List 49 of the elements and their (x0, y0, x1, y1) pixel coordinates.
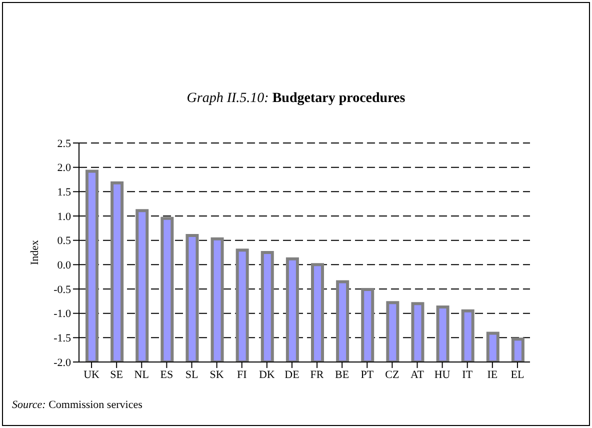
bar (336, 280, 350, 362)
bar (260, 251, 274, 362)
x-tick-label: AT (410, 368, 424, 381)
x-tick-label: SL (185, 368, 198, 381)
bar (186, 234, 199, 362)
x-tick-label: SE (110, 368, 124, 381)
x-tick-label: DK (258, 368, 275, 381)
x-tick-label: IE (487, 368, 498, 381)
bar (461, 309, 474, 362)
bar (236, 248, 249, 362)
bar (160, 216, 174, 362)
bar (110, 181, 124, 362)
x-tick-label: ES (160, 368, 174, 381)
bar (210, 237, 224, 362)
x-tick-label: FI (236, 368, 248, 381)
y-axis-title: Index (28, 239, 41, 266)
y-tick-label: 1.5 (57, 186, 72, 199)
x-tick-label: FR (310, 368, 324, 381)
x-tick-label: PT (360, 368, 374, 381)
bar (411, 302, 424, 362)
chart-title: Graph II.5.10: Budgetary procedures (186, 91, 406, 106)
y-tick-label: -0.5 (54, 284, 72, 296)
y-tick-label: 2.5 (57, 138, 72, 150)
source-note: Source: Commission services (12, 399, 142, 411)
y-tick-label: -1.0 (54, 308, 72, 320)
y-tick-label: -2.0 (54, 356, 72, 369)
y-tick-label: 1.0 (57, 210, 72, 223)
bar (361, 288, 374, 362)
bar (436, 306, 450, 362)
x-tick-label: UK (84, 368, 100, 381)
y-tick-label: 0.0 (57, 260, 72, 272)
bar (136, 209, 149, 362)
x-tick-label: HU (434, 368, 450, 381)
y-tick-label: -1.5 (54, 332, 72, 345)
x-tick-label: BE (335, 368, 350, 381)
x-tick-label: NL (134, 368, 150, 381)
bar (386, 301, 400, 362)
bar (486, 332, 500, 362)
bar (86, 170, 98, 362)
x-tick-label: CZ (385, 368, 400, 381)
bar (286, 257, 299, 362)
y-tick-label: 2.0 (57, 162, 72, 174)
x-tick-label: IT (462, 368, 473, 381)
x-tick-label: DE (284, 368, 300, 381)
bar (311, 263, 324, 362)
x-tick-label: SK (210, 368, 224, 381)
y-tick-label: 0.5 (57, 235, 72, 248)
x-tick-label: EL (510, 368, 524, 381)
bar (511, 338, 524, 362)
